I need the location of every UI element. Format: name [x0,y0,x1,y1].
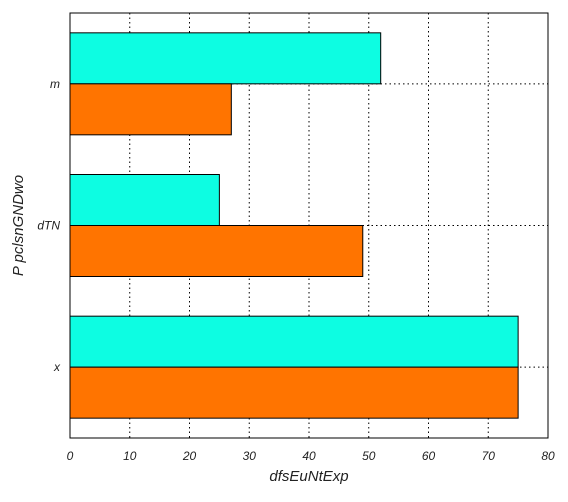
x-tick-label: 30 [243,449,257,463]
x-tick-labels: 0 10 20 30 40 50 60 70 80 [67,449,555,463]
y-tick-labels: m dTN x [37,77,61,374]
x-tick-label: 80 [541,449,555,463]
bar-x-series-2 [69,366,519,419]
y-tick-label: m [50,77,60,91]
y-tick-label: dTN [37,219,60,233]
x-tick-label: 60 [422,449,436,463]
x-tick-label: 50 [362,449,376,463]
x-tick-label: 70 [482,449,496,463]
x-tick-label: 20 [182,449,197,463]
bar-m-series-2 [69,83,232,136]
y-axis-label: P pclsnGNDwo [10,175,27,276]
x-tick-label: 40 [302,449,316,463]
y-tick-label: x [53,360,61,374]
plot-frame [69,12,549,439]
x-tick-label: 0 [67,449,74,463]
bar-x-series-1 [69,315,519,368]
x-axis-label: dfsEuNtExp [269,468,348,485]
bar-m-series-1 [69,32,382,85]
bar-dTN-series-1 [69,174,220,226]
x-tick-label: 10 [123,449,137,463]
bar-dTN-series-2 [69,225,364,277]
bars [69,32,519,419]
